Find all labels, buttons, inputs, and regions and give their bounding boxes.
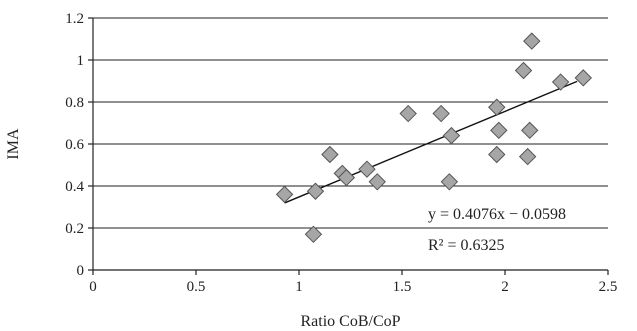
- data-point-2: [306, 182, 325, 200]
- data-point-5: [337, 168, 356, 187]
- data-point-9: [432, 104, 450, 123]
- x-axis-label: Ratio CoB/CoP: [300, 313, 400, 330]
- x-tick-label-1: 0.5: [187, 279, 206, 295]
- y-tick-label-0: 0: [77, 263, 85, 279]
- data-point-19: [551, 73, 570, 91]
- r-squared-label: R² = 0.6325: [428, 237, 505, 254]
- x-tick-label-3: 1.5: [393, 279, 412, 295]
- data-point-16: [518, 147, 537, 166]
- y-tick-label-3: 0.6: [65, 137, 84, 153]
- y-axis-label: IMA: [5, 128, 22, 160]
- data-point-14: [490, 121, 508, 140]
- trendline-group: [284, 80, 578, 204]
- x-tick-labels: 0 0.5 1 1.5 2 2.5: [89, 279, 617, 295]
- y-tick-label-2: 0.4: [65, 179, 84, 195]
- y-tick-label-1: 0.2: [65, 221, 84, 237]
- y-tick-label-6: 1.2: [65, 11, 84, 27]
- y-tick-label-4: 0.8: [65, 95, 84, 111]
- x-tick-label-5: 2.5: [599, 279, 618, 295]
- data-point-11: [442, 126, 461, 145]
- y-tick-label-5: 1: [77, 53, 85, 69]
- data-point-7: [368, 173, 386, 191]
- data-point-15: [514, 61, 533, 80]
- data-point-20: [574, 69, 592, 87]
- data-point-1: [304, 225, 323, 244]
- trendline: [284, 80, 578, 204]
- gridlines: [93, 17, 608, 229]
- data-point-3: [321, 145, 339, 164]
- data-point-0: [275, 185, 294, 204]
- data-point-12: [488, 98, 506, 116]
- x-tick-label-0: 0: [89, 279, 97, 295]
- x-tick-label-2: 1: [295, 279, 303, 295]
- data-point-17: [521, 121, 539, 140]
- data-point-8: [399, 104, 417, 123]
- data-point-6: [358, 160, 376, 178]
- data-point-13: [488, 145, 506, 164]
- data-point-10: [440, 173, 459, 191]
- data-points: [275, 32, 592, 244]
- y-tick-labels: 0 0.2 0.4 0.6 0.8 1 1.2: [65, 11, 84, 279]
- axes: [88, 17, 609, 275]
- x-tick-label-4: 2: [501, 279, 509, 295]
- data-point-18: [523, 32, 541, 50]
- trendline-equation: y = 0.4076x − 0.0598: [428, 206, 566, 223]
